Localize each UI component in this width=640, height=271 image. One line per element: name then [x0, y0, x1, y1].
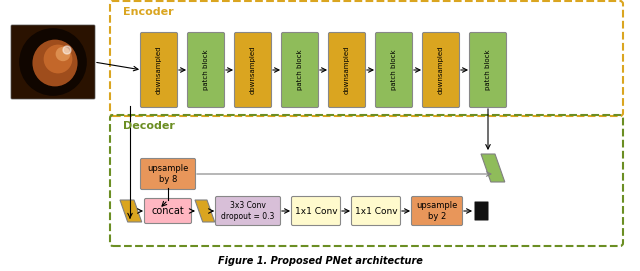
FancyBboxPatch shape: [470, 33, 506, 108]
Text: 1x1 Conv: 1x1 Conv: [294, 207, 337, 215]
Text: Encoder: Encoder: [123, 7, 173, 17]
FancyBboxPatch shape: [412, 196, 463, 225]
FancyBboxPatch shape: [282, 33, 319, 108]
FancyBboxPatch shape: [291, 196, 340, 225]
FancyBboxPatch shape: [234, 33, 271, 108]
Text: concat: concat: [152, 206, 184, 216]
Text: patch block: patch block: [297, 50, 303, 90]
FancyBboxPatch shape: [474, 202, 488, 221]
FancyBboxPatch shape: [328, 33, 365, 108]
Text: downsampled: downsampled: [156, 46, 162, 94]
Text: patch block: patch block: [485, 50, 491, 90]
FancyBboxPatch shape: [145, 198, 191, 224]
FancyBboxPatch shape: [216, 196, 280, 225]
Ellipse shape: [33, 40, 77, 86]
Text: upsample
by 8: upsample by 8: [147, 164, 189, 184]
Text: patch block: patch block: [203, 50, 209, 90]
Text: downsampled: downsampled: [438, 46, 444, 94]
Text: Decoder: Decoder: [123, 121, 175, 131]
Text: 3x3 Conv
dropout = 0.3: 3x3 Conv dropout = 0.3: [221, 201, 275, 221]
Ellipse shape: [56, 47, 70, 61]
Polygon shape: [195, 200, 214, 222]
Text: upsample
by 2: upsample by 2: [416, 201, 458, 221]
Polygon shape: [481, 154, 505, 182]
FancyBboxPatch shape: [422, 33, 460, 108]
FancyBboxPatch shape: [188, 33, 225, 108]
Circle shape: [20, 29, 86, 95]
Text: downsampled: downsampled: [344, 46, 350, 94]
Circle shape: [63, 46, 71, 54]
Polygon shape: [120, 200, 141, 222]
FancyBboxPatch shape: [11, 25, 95, 99]
FancyBboxPatch shape: [376, 33, 413, 108]
Text: 1x1 Conv: 1x1 Conv: [355, 207, 397, 215]
FancyBboxPatch shape: [141, 159, 195, 189]
Ellipse shape: [44, 45, 72, 73]
Text: patch block: patch block: [391, 50, 397, 90]
Text: downsampled: downsampled: [250, 46, 256, 94]
Text: Figure 1. Proposed PNet architecture: Figure 1. Proposed PNet architecture: [218, 256, 422, 266]
FancyBboxPatch shape: [351, 196, 401, 225]
FancyBboxPatch shape: [141, 33, 177, 108]
